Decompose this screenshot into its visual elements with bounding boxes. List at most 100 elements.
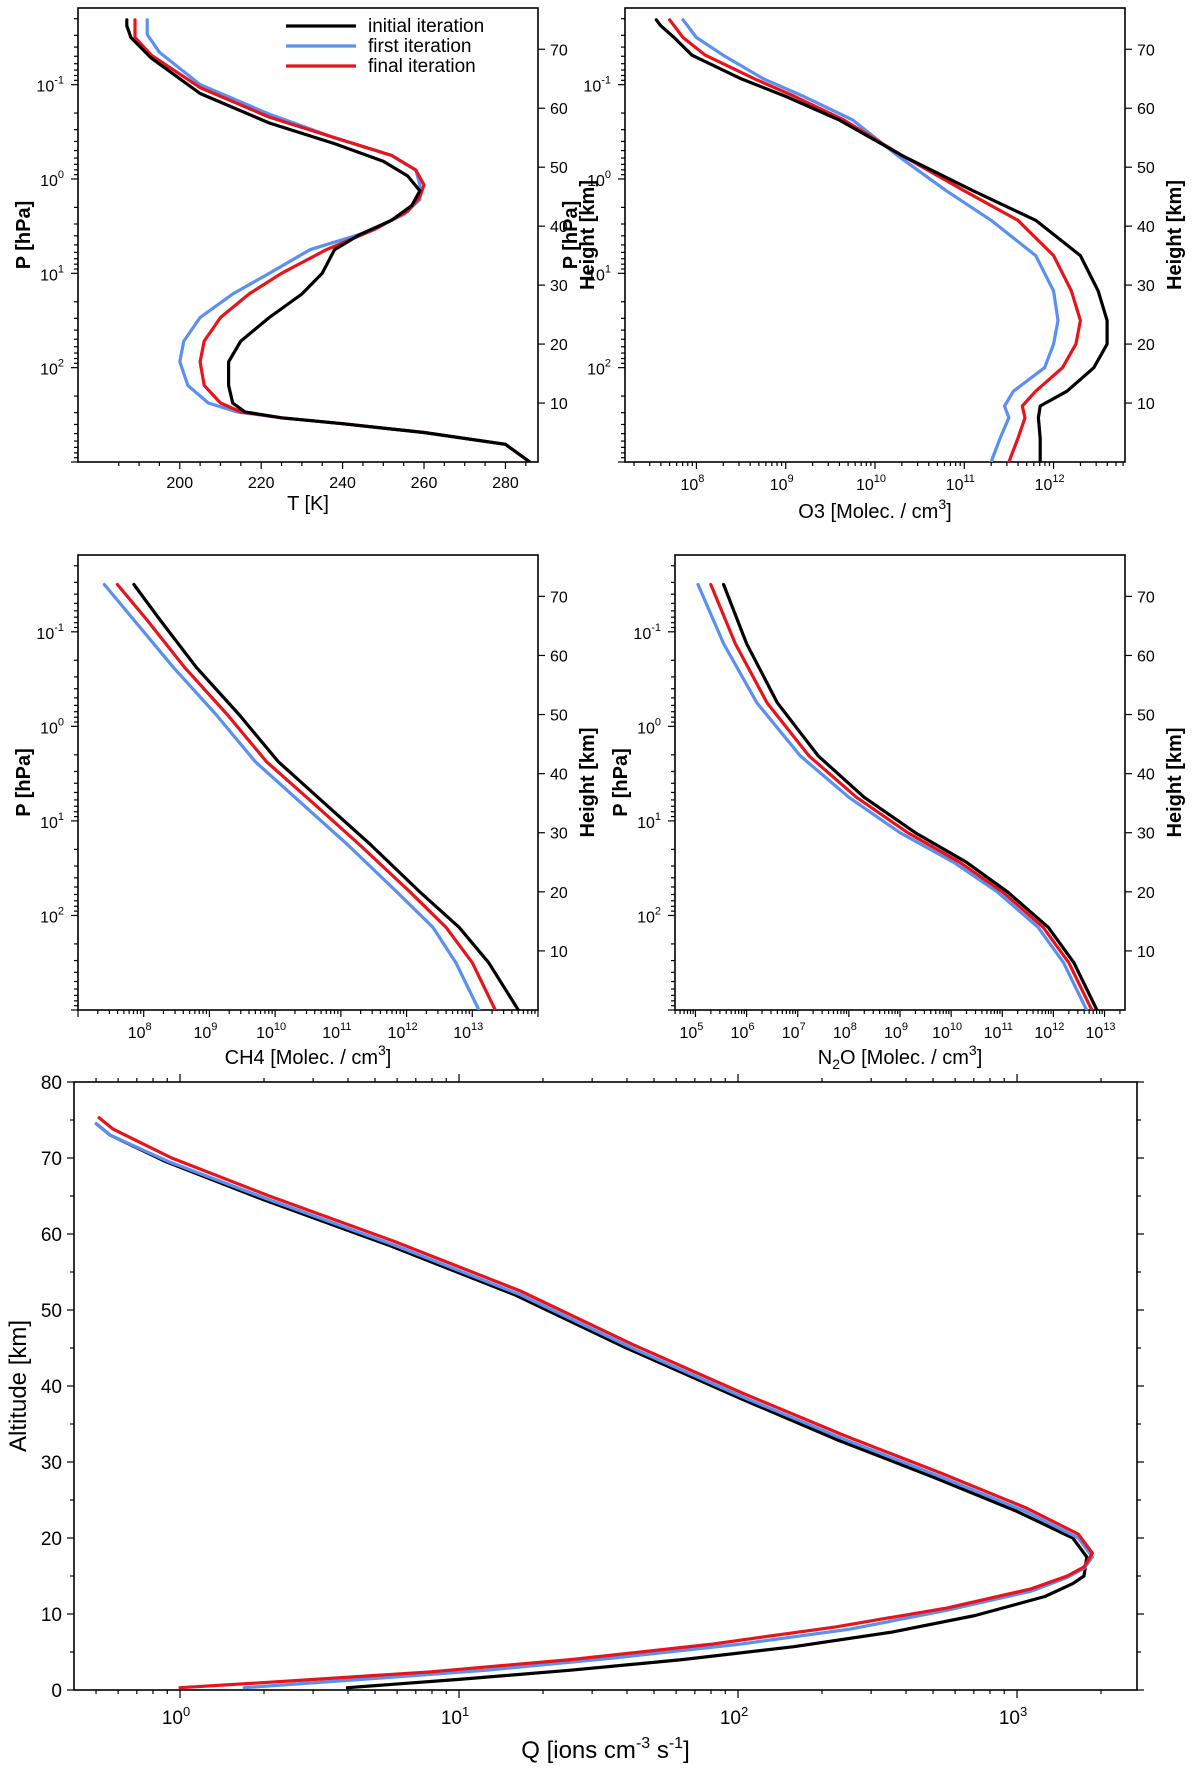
temperature-ytick-right-label: 10: [550, 396, 568, 413]
methane-xtick-label: 109: [193, 1021, 217, 1042]
nitrous_oxide-xtick-label: 108: [833, 1021, 857, 1042]
methane-xtick-label-exp: 13: [471, 1021, 483, 1033]
nitrous_oxide-series-group: [696, 582, 1099, 1010]
nitrous_oxide-ytick-right-label: 60: [1137, 648, 1155, 665]
temperature-ytick-left-label-base: 10: [40, 173, 58, 190]
ozone-line-first: [681, 18, 1060, 462]
ozone-ytick-left-label: 101: [587, 263, 611, 284]
temperature-ytick-right-label: 70: [550, 42, 568, 59]
methane-ytick-left-label-exp: -1: [54, 622, 64, 634]
methane-xtick-label: 1010: [256, 1021, 286, 1042]
methane-xlabel-part: ]: [386, 1047, 392, 1069]
ionization-xtick-label-exp: 2: [741, 1704, 748, 1719]
nitrous_oxide-ytick-right-label: 50: [1137, 708, 1155, 725]
methane-ytick-right-label: 50: [550, 708, 568, 725]
methane-ytick-right-label: 60: [550, 648, 568, 665]
methane-xtick-label: 108: [128, 1021, 152, 1042]
ozone-xtick-label: 1010: [856, 473, 886, 494]
nitrous_oxide-xlabel-part: ]: [977, 1047, 983, 1069]
ozone-ytick-right-label: 10: [1137, 396, 1155, 413]
ozone-xtick-label: 1011: [946, 473, 975, 494]
ozone-ylabel-left: P [hPa]: [560, 201, 582, 270]
nitrous_oxide-ytick-left-label: 102: [637, 905, 661, 926]
temperature-ytick-left-label-exp: 2: [58, 358, 64, 370]
ozone-xtick-label-base: 10: [946, 477, 964, 494]
ozone-line-initial: [654, 18, 1109, 462]
nitrous_oxide-line-final: [709, 582, 1094, 1010]
nitrous_oxide-xtick-label-base: 10: [782, 1025, 800, 1042]
legend-label-initial: initial iteration: [368, 16, 484, 37]
ionization-xtick-label-base: 10: [441, 1708, 462, 1729]
ozone-xtick-label-exp: 8: [698, 473, 704, 485]
ozone-ytick-right-label: 30: [1137, 278, 1155, 295]
nitrous_oxide-xtick-label: 1011: [984, 1021, 1013, 1042]
nitrous_oxide-xtick-label-base: 10: [1086, 1025, 1104, 1042]
ionization-xtick-label: 100: [162, 1704, 190, 1729]
nitrous_oxide-xtick-label: 1010: [932, 1021, 962, 1042]
methane-xtick-label-exp: 12: [405, 1021, 417, 1033]
methane-xtick-label-exp: 11: [340, 1021, 351, 1033]
ozone-ytick-right-label: 50: [1137, 160, 1155, 177]
nitrous_oxide-xtick-label: 107: [782, 1021, 806, 1042]
methane-xtick-label-base: 10: [388, 1025, 406, 1042]
methane-ylabel-right: Height [km]: [577, 728, 599, 838]
temperature-ytick-right-label: 30: [550, 278, 568, 295]
nitrous_oxide-xtick-label-base: 10: [731, 1025, 749, 1042]
ionization-xtick-label-exp: 0: [183, 1704, 190, 1719]
ionization-ytick-label: 10: [41, 1605, 62, 1626]
nitrous_oxide-xtick-label-exp: 5: [697, 1021, 703, 1033]
ozone-frame: [624, 7, 1126, 463]
ozone-ytick-left-label: 102: [587, 358, 611, 379]
temperature-ytick-left-label-exp: 0: [58, 169, 64, 181]
temperature-ytick-left-label-base: 10: [36, 79, 54, 96]
nitrous_oxide-xtick-label-base: 10: [884, 1025, 902, 1042]
temperature-ylabel-left: P [hPa]: [13, 201, 35, 270]
nitrous_oxide-ylabel-left: P [hPa]: [610, 748, 632, 817]
temperature-ytick-right-label: 60: [550, 101, 568, 118]
temperature-ytick-left-label-exp: -1: [54, 75, 64, 87]
temperature-xtick-label: 220: [248, 475, 275, 492]
ionization-xtick-label: 102: [720, 1704, 748, 1729]
ozone-ytick-left-label-base: 10: [587, 173, 605, 190]
ozone-ylabel-right: Height [km]: [1164, 180, 1186, 290]
nitrous_oxide-xtick-label-exp: 10: [950, 1021, 962, 1033]
nitrous_oxide-ytick-left-label: 10-1: [633, 622, 661, 643]
ionization-line-final: [97, 1116, 1095, 1690]
methane-ytick-left-label: 10-1: [36, 622, 64, 643]
ozone-ytick-left-label-base: 10: [583, 79, 601, 96]
ozone-xtick-label: 108: [680, 473, 704, 494]
nitrous_oxide-xtick-label-exp: 9: [902, 1021, 908, 1033]
nitrous_oxide-xtick-label: 1013: [1086, 1021, 1116, 1042]
legend-label-first: first iteration: [368, 36, 471, 57]
temperature-frame: [77, 7, 539, 463]
ozone-xtick-label-base: 10: [856, 477, 874, 494]
temperature-ytick-right-label: 40: [550, 219, 568, 236]
ionization-xtick-label: 103: [999, 1704, 1027, 1729]
ionization-xtick-label-base: 10: [162, 1708, 183, 1729]
ozone-xlabel: O3 [Molec. / cm3]: [798, 496, 951, 523]
ozone-xlabel-part: ]: [946, 501, 952, 523]
ozone-ytick-left-label: 10-1: [583, 75, 611, 96]
ozone-ytick-left-label-exp: 1: [605, 263, 611, 275]
ionization-ytick-label: 80: [41, 1073, 62, 1094]
methane-xtick-label-base: 10: [322, 1025, 340, 1042]
temperature-line-final: [133, 18, 532, 462]
ionization-ytick-label: 60: [41, 1225, 62, 1246]
ozone-ytick-left-label-exp: 2: [605, 358, 611, 370]
methane-ytick-right-label: 40: [550, 767, 568, 784]
ozone-xtick-label-base: 10: [770, 477, 788, 494]
nitrous_oxide-xlabel-part: N: [818, 1047, 832, 1069]
ionization-ytick-label: 70: [41, 1149, 62, 1170]
nitrous_oxide-ytick-left-label-exp: 1: [655, 811, 661, 823]
ozone-xlabel-part: O3 [Molec. / cm: [798, 501, 938, 523]
methane-ytick-left-label: 102: [40, 905, 64, 926]
ozone-ytick-left-label: 100: [587, 169, 611, 190]
methane-ytick-left-label-base: 10: [40, 815, 58, 832]
ionization-xlabel-sup: -3: [636, 1735, 650, 1752]
nitrous_oxide-xtick-label-base: 10: [1034, 1025, 1052, 1042]
methane-xlabel-sup: 3: [378, 1042, 386, 1058]
